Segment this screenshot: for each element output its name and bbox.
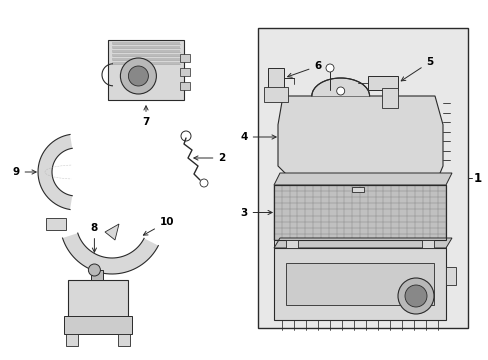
Bar	[112, 50, 180, 52]
Circle shape	[120, 58, 156, 94]
Bar	[273, 240, 445, 254]
Text: 6: 6	[287, 61, 321, 77]
Polygon shape	[105, 224, 119, 240]
Polygon shape	[38, 135, 72, 210]
Bar	[180, 54, 190, 62]
Text: 9: 9	[12, 167, 36, 177]
Text: 4: 4	[240, 132, 276, 142]
Text: 8: 8	[91, 223, 98, 252]
Bar	[421, 240, 433, 248]
Polygon shape	[273, 238, 451, 248]
Bar	[118, 334, 130, 346]
Text: 1: 1	[473, 171, 481, 185]
Bar	[285, 263, 433, 305]
Bar	[445, 267, 455, 285]
Bar	[112, 45, 180, 48]
Text: 2: 2	[193, 153, 225, 163]
Bar	[91, 270, 102, 280]
Polygon shape	[273, 173, 451, 185]
Text: 7: 7	[142, 106, 149, 127]
Bar	[273, 185, 445, 240]
Bar	[367, 76, 397, 90]
Bar	[273, 248, 445, 320]
Polygon shape	[62, 233, 158, 274]
Bar	[273, 185, 445, 240]
Bar	[267, 68, 284, 88]
FancyBboxPatch shape	[108, 40, 183, 100]
Bar	[180, 82, 190, 90]
Bar	[264, 87, 287, 102]
Polygon shape	[278, 96, 442, 178]
Circle shape	[128, 66, 148, 86]
Text: 3: 3	[240, 207, 272, 217]
Bar	[112, 62, 180, 64]
Polygon shape	[311, 78, 369, 96]
Bar	[46, 218, 66, 230]
Bar	[285, 240, 297, 248]
Bar	[66, 334, 78, 346]
Bar	[180, 68, 190, 76]
Circle shape	[397, 278, 433, 314]
Bar	[381, 88, 397, 108]
Text: 10: 10	[143, 217, 174, 235]
Circle shape	[325, 64, 333, 72]
Bar	[112, 54, 180, 56]
Bar	[351, 187, 364, 192]
Circle shape	[404, 285, 426, 307]
Bar	[258, 28, 467, 328]
Text: 5: 5	[401, 57, 433, 81]
Bar	[64, 316, 132, 334]
Bar	[68, 280, 128, 318]
Bar	[112, 58, 180, 60]
Circle shape	[88, 264, 100, 276]
Bar	[112, 41, 180, 44]
Circle shape	[336, 87, 344, 95]
